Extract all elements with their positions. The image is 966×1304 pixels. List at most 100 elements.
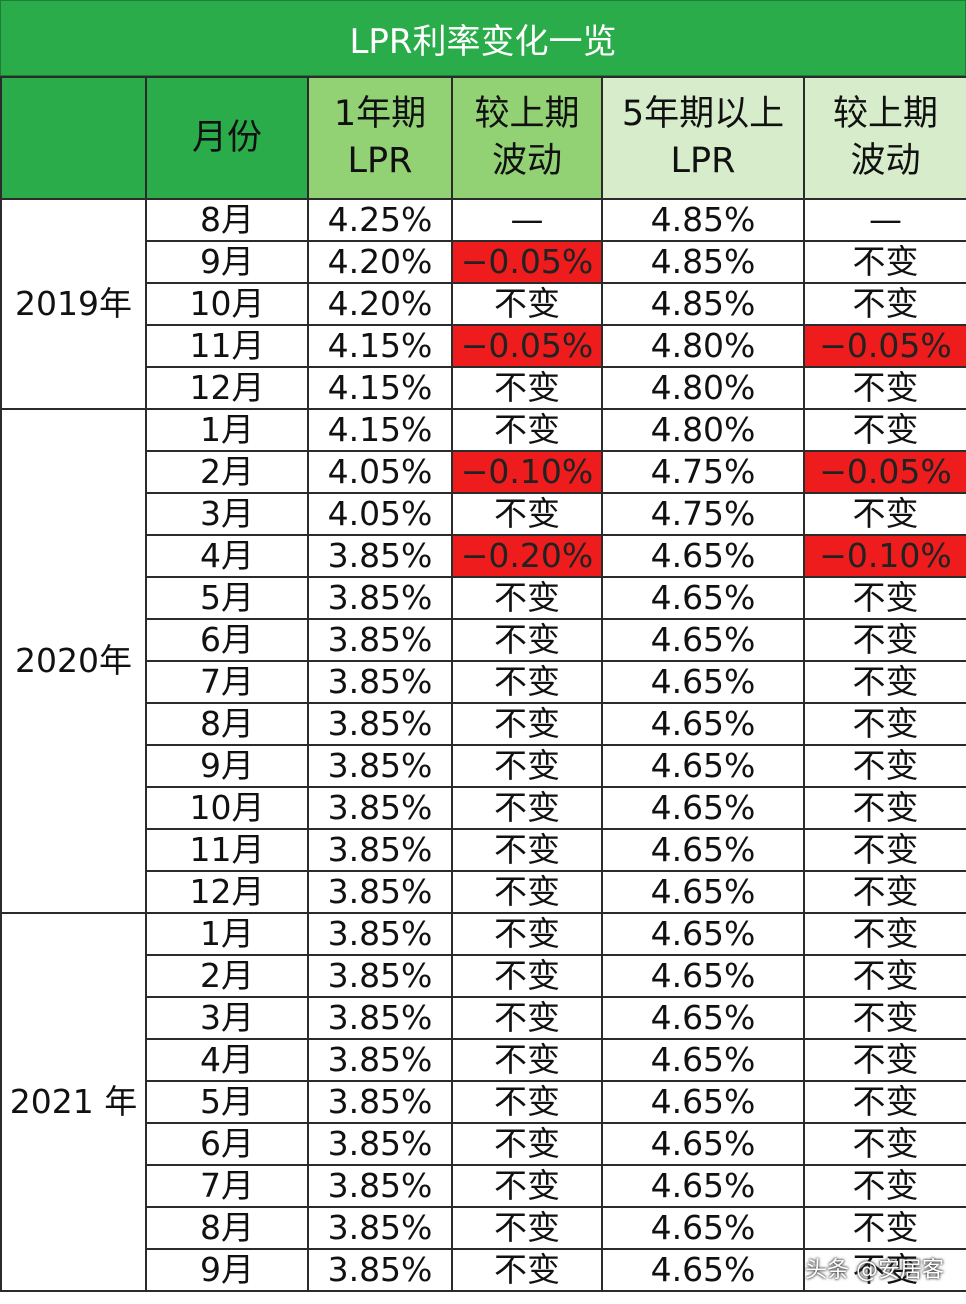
one-year-lpr-cell: 3.85%: [307, 786, 453, 830]
five-year-lpr-cell: 4.65%: [601, 618, 805, 662]
month-cell: 11月: [145, 828, 309, 872]
one-year-change-cell: 不变: [451, 870, 603, 914]
month-cell: 9月: [145, 744, 309, 788]
one-year-lpr-cell: 3.85%: [307, 1206, 453, 1250]
one-year-change-cell: −0.10%: [451, 450, 603, 494]
month-cell: 2月: [145, 450, 309, 494]
one-year-lpr-cell: 4.15%: [307, 324, 453, 368]
five-year-change-cell: 不变: [803, 1038, 966, 1082]
month-cell: 4月: [145, 534, 309, 578]
table-row: 6月 3.85% 不变 4.65% 不变: [1, 618, 966, 662]
five-year-change-cell: 不变: [803, 408, 966, 452]
one-year-lpr-cell: 3.85%: [307, 1248, 453, 1292]
five-year-lpr-cell: 4.85%: [601, 282, 805, 326]
five-year-lpr-cell: 4.65%: [601, 1248, 805, 1292]
month-cell: 10月: [145, 786, 309, 830]
five-year-lpr-cell: 4.65%: [601, 576, 805, 620]
table-row: 4月 3.85% 不变 4.65% 不变: [1, 1038, 966, 1082]
header-five-year-change: 较上期 波动: [803, 76, 966, 200]
one-year-change-cell: 不变: [451, 408, 603, 452]
five-year-lpr-cell: 4.80%: [601, 366, 805, 410]
month-cell: 10月: [145, 282, 309, 326]
month-cell: 3月: [145, 996, 309, 1040]
five-year-change-cell: 不变: [803, 912, 966, 956]
one-year-change-cell: —: [451, 198, 603, 242]
five-year-lpr-cell: 4.65%: [601, 1206, 805, 1250]
five-year-lpr-cell: 4.65%: [601, 1122, 805, 1166]
five-year-lpr-cell: 4.65%: [601, 1164, 805, 1208]
one-year-change-cell: 不变: [451, 282, 603, 326]
five-year-change-cell: 不变: [803, 1164, 966, 1208]
five-year-lpr-cell: 4.65%: [601, 744, 805, 788]
one-year-change-cell: 不变: [451, 786, 603, 830]
one-year-change-cell: 不变: [451, 702, 603, 746]
table-title: LPR利率变化一览: [0, 0, 966, 76]
one-year-lpr-cell: 3.85%: [307, 618, 453, 662]
lpr-table: 月份 1年期 LPR 较上期 波动 5年期以上 LPR 较上期 波动 2019年 8月 4.…: [0, 76, 966, 1292]
table-row: 3月 4.05% 不变 4.75% 不变: [1, 492, 966, 536]
watermark: 头条 @安居客: [805, 1258, 944, 1283]
table-row: 8月 3.85% 不变 4.65% 不变: [1, 702, 966, 746]
one-year-change-cell: −0.05%: [451, 240, 603, 284]
year-cell: 2020年: [0, 408, 147, 914]
month-cell: 3月: [145, 492, 309, 536]
five-year-change-cell: −0.05%: [803, 450, 966, 494]
five-year-lpr-cell: 4.85%: [601, 240, 805, 284]
five-year-change-cell: 不变: [803, 1206, 966, 1250]
table-row: 7月 3.85% 不变 4.65% 不变: [1, 660, 966, 704]
one-year-change-cell: 不变: [451, 618, 603, 662]
month-cell: 6月: [145, 1122, 309, 1166]
one-year-lpr-cell: 3.85%: [307, 744, 453, 788]
five-year-lpr-cell: 4.75%: [601, 450, 805, 494]
header-year: [0, 76, 147, 200]
table-row: 11月 4.15% −0.05% 4.80% −0.05%: [1, 324, 966, 368]
one-year-lpr-cell: 3.85%: [307, 534, 453, 578]
one-year-change-cell: 不变: [451, 1164, 603, 1208]
one-year-change-cell: 不变: [451, 660, 603, 704]
table-row: 10月 4.20% 不变 4.85% 不变: [1, 282, 966, 326]
month-cell: 1月: [145, 912, 309, 956]
one-year-lpr-cell: 3.85%: [307, 576, 453, 620]
one-year-lpr-cell: 3.85%: [307, 1080, 453, 1124]
month-cell: 9月: [145, 240, 309, 284]
five-year-change-cell: 不变: [803, 240, 966, 284]
one-year-change-cell: 不变: [451, 996, 603, 1040]
five-year-lpr-cell: 4.65%: [601, 1038, 805, 1082]
one-year-change-cell: 不变: [451, 912, 603, 956]
one-year-lpr-cell: 3.85%: [307, 1038, 453, 1082]
header-one-year-lpr: 1年期 LPR: [307, 76, 453, 200]
five-year-lpr-cell: 4.65%: [601, 534, 805, 578]
five-year-lpr-cell: 4.65%: [601, 660, 805, 704]
one-year-lpr-cell: 3.85%: [307, 660, 453, 704]
one-year-lpr-cell: 3.85%: [307, 912, 453, 956]
one-year-lpr-cell: 3.85%: [307, 1122, 453, 1166]
one-year-change-cell: 不变: [451, 366, 603, 410]
month-cell: 5月: [145, 1080, 309, 1124]
five-year-change-cell: 不变: [803, 492, 966, 536]
table-row: 9月 3.85% 不变 4.65% 不变: [1, 744, 966, 788]
five-year-change-cell: 不变: [803, 1080, 966, 1124]
table-row: 9月 3.85% 不变 4.65% 不变: [1, 1248, 966, 1292]
one-year-lpr-cell: 3.85%: [307, 996, 453, 1040]
five-year-change-cell: 不变: [803, 366, 966, 410]
five-year-change-cell: —: [803, 198, 966, 242]
one-year-lpr-cell: 4.05%: [307, 492, 453, 536]
one-year-change-cell: 不变: [451, 1122, 603, 1166]
one-year-change-cell: 不变: [451, 1206, 603, 1250]
five-year-lpr-cell: 4.85%: [601, 198, 805, 242]
one-year-lpr-cell: 3.85%: [307, 954, 453, 998]
table-row: 2021 年 1月 3.85% 不变 4.65% 不变: [0, 912, 966, 1292]
five-year-lpr-cell: 4.65%: [601, 996, 805, 1040]
header-month: 月份: [145, 76, 309, 200]
table-row: 11月 3.85% 不变 4.65% 不变: [1, 828, 966, 872]
month-cell: 8月: [145, 198, 309, 242]
month-cell: 12月: [145, 870, 309, 914]
month-cell: 11月: [145, 324, 309, 368]
five-year-change-cell: −0.05%: [803, 324, 966, 368]
table-row: 6月 3.85% 不变 4.65% 不变: [1, 1122, 966, 1166]
five-year-lpr-cell: 4.75%: [601, 492, 805, 536]
five-year-change-cell: 不变: [803, 1248, 966, 1292]
five-year-change-cell: 不变: [803, 744, 966, 788]
table-row: 9月 4.20% −0.05% 4.85% 不变: [1, 240, 966, 284]
month-cell: 1月: [145, 408, 309, 452]
